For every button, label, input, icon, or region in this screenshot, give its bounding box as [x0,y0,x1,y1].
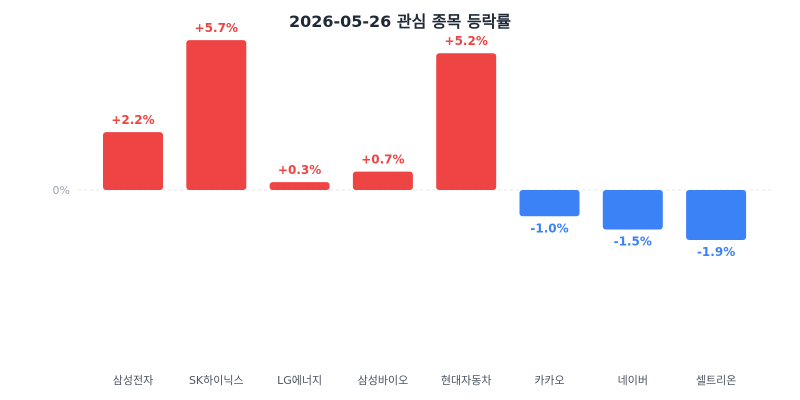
value-label-7: -1.9% [697,245,735,259]
category-label-6: 네이버 [618,374,648,387]
value-label-5: -1.0% [530,221,568,235]
bar-6 [602,190,663,230]
bar-0 [103,132,163,190]
category-label-5: 카카오 [534,374,564,387]
bars-group: +2.2% 삼성전자 +5.7% SK하이닉스 +0.3% LG에너지 +0.7% 삼성바이오… [103,21,747,387]
value-label-4: +5.2% [445,34,488,48]
bar-2 [269,182,330,190]
bar-5 [519,190,580,217]
value-label-3: +0.7% [361,153,404,167]
value-label-1: +5.7% [195,21,238,35]
zero-tick-label: 0% [53,184,70,197]
category-label-1: SK하이닉스 [189,373,244,387]
value-label-6: -1.5% [614,234,652,248]
category-label-7: 셀트리온 [696,374,736,387]
bar-7 [686,190,747,240]
category-label-2: LG에너지 [277,374,322,387]
value-label-0: +2.2% [111,113,154,127]
bar-1 [186,40,247,191]
category-label-0: 삼성전자 [113,374,153,387]
category-label-4: 현대자동차 [441,374,492,387]
value-label-2: +0.3% [278,163,321,177]
bar-3 [352,171,413,190]
chart-title: 2026-05-26 관심 종목 등락률 [289,12,511,31]
category-label-3: 삼성바이오 [358,374,409,387]
bar-4 [436,53,497,190]
